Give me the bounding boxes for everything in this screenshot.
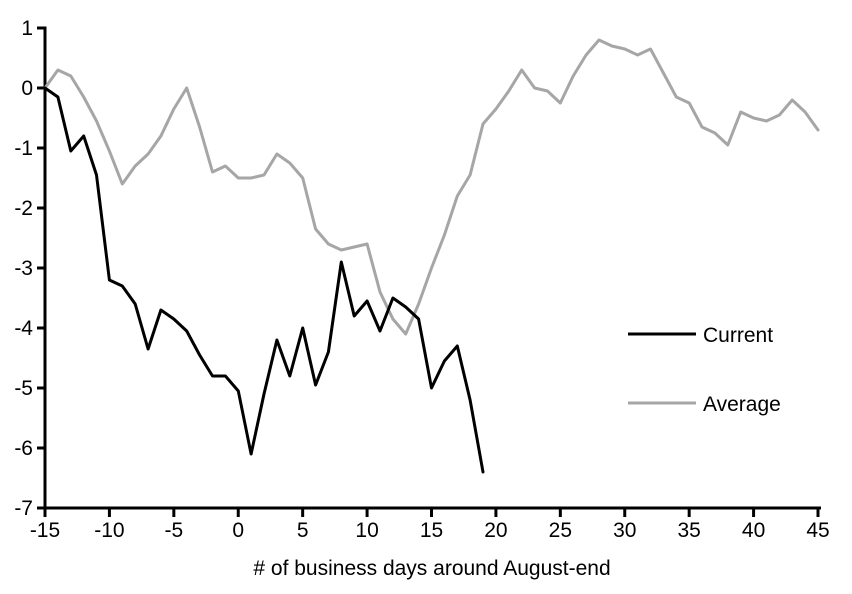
y-tick-label: -1 [14,137,33,160]
y-tick-label: -7 [14,497,33,520]
legend: Current Average [628,324,781,416]
y-tick-label: -5 [14,377,33,400]
x-tick-label: -15 [30,519,60,542]
x-axis-title: # of business days around August-end [253,557,610,580]
x-tick-label: -5 [164,519,183,542]
x-tick-label: 10 [355,519,378,542]
series-line-average [43,38,820,336]
legend-label-average: Average [703,393,781,416]
x-tick-label: 5 [297,519,309,542]
x-tick-label: 45 [806,519,829,542]
x-tick-label: 15 [420,519,443,542]
y-tick-label: 1 [21,17,33,40]
x-tick-label: 30 [613,519,636,542]
y-tick-label: -2 [14,197,33,220]
y-tick-label: -4 [14,317,33,340]
x-tick-label: 0 [232,519,244,542]
x-tick-label: -10 [94,519,124,542]
tick-labels: 10-1-2-3-4-5-6-7-15 -10 -5 0 5 10 15 20 25 30 35 40… [14,17,829,542]
y-tick-label: 0 [21,77,33,100]
x-tick-label: 40 [742,519,765,542]
y-tick-label: -6 [14,437,33,460]
series-line-current [43,86,485,474]
x-tick-label: 25 [549,519,572,542]
legend-label-current: Current [703,324,773,347]
x-tick-label: 35 [677,519,700,542]
axes [37,26,821,517]
x-tick-label: 20 [484,519,507,542]
series-lines [43,38,820,474]
y-tick-label: -3 [14,257,33,280]
